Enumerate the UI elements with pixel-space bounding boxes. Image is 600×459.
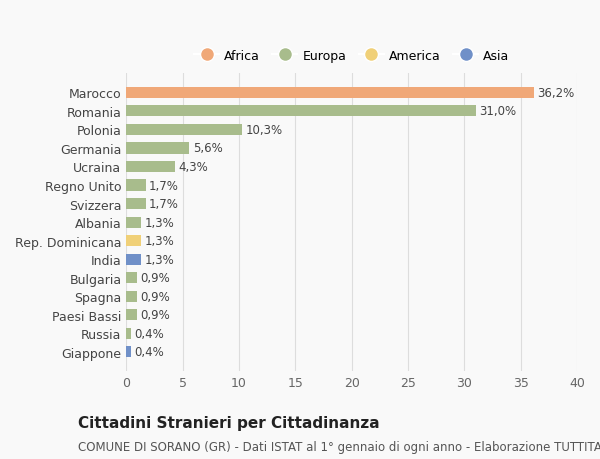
Text: 5,6%: 5,6%	[193, 142, 223, 155]
Bar	[127, 291, 137, 302]
Bar	[127, 199, 146, 210]
Text: 0,4%: 0,4%	[134, 327, 164, 340]
Text: 0,9%: 0,9%	[140, 290, 170, 303]
Bar	[127, 309, 137, 321]
Text: Cittadini Stranieri per Cittadinanza: Cittadini Stranieri per Cittadinanza	[78, 415, 380, 430]
Bar	[127, 347, 131, 358]
Bar	[127, 143, 190, 154]
Text: 1,7%: 1,7%	[149, 198, 179, 211]
Text: COMUNE DI SORANO (GR) - Dati ISTAT al 1° gennaio di ogni anno - Elaborazione TUT: COMUNE DI SORANO (GR) - Dati ISTAT al 1°…	[78, 440, 600, 453]
Text: 0,9%: 0,9%	[140, 308, 170, 322]
Bar	[127, 273, 137, 284]
Text: 1,3%: 1,3%	[145, 216, 174, 229]
Text: 0,9%: 0,9%	[140, 272, 170, 285]
Text: 10,3%: 10,3%	[246, 123, 283, 137]
Bar	[127, 162, 175, 173]
Bar	[127, 124, 242, 136]
Text: 1,7%: 1,7%	[149, 179, 179, 192]
Bar	[127, 254, 141, 265]
Text: 1,3%: 1,3%	[145, 235, 174, 247]
Bar	[127, 235, 141, 246]
Bar	[127, 217, 141, 228]
Bar	[127, 88, 534, 99]
Text: 31,0%: 31,0%	[479, 105, 516, 118]
Text: 36,2%: 36,2%	[538, 87, 575, 100]
Text: 0,4%: 0,4%	[134, 346, 164, 358]
Bar	[127, 328, 131, 339]
Legend: Africa, Europa, America, Asia: Africa, Europa, America, Asia	[189, 45, 514, 67]
Bar	[127, 180, 146, 191]
Text: 1,3%: 1,3%	[145, 253, 174, 266]
Bar	[127, 106, 476, 117]
Text: 4,3%: 4,3%	[178, 161, 208, 174]
